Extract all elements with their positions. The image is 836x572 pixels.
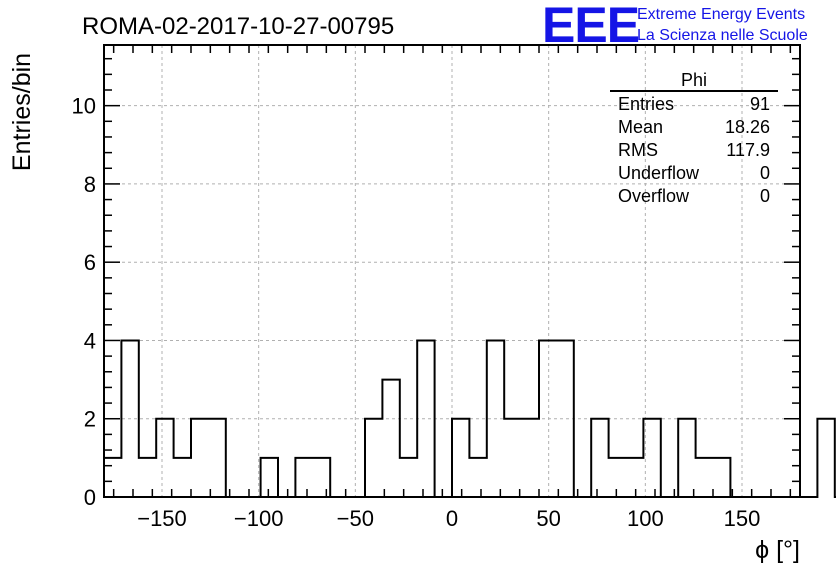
brand-logo: EEE Extreme Energy Events La Scienza nel… bbox=[542, 0, 808, 53]
eee-logo-text: EEE bbox=[542, 0, 639, 53]
x-tick-label: −150 bbox=[137, 506, 187, 531]
y-tick-label: 6 bbox=[84, 250, 96, 275]
y-tick-label: 10 bbox=[72, 94, 96, 119]
brand-line-1: Extreme Energy Events bbox=[637, 6, 805, 23]
x-tick-label: −50 bbox=[337, 506, 374, 531]
stats-value-overflow: 0 bbox=[760, 186, 770, 206]
stats-value-entries: 91 bbox=[750, 94, 770, 114]
stats-title: Phi bbox=[681, 70, 707, 90]
x-tick-label: 0 bbox=[446, 506, 458, 531]
brand-line-2: La Scienza nelle Scuole bbox=[637, 27, 808, 44]
stats-label-overflow: Overflow bbox=[618, 186, 690, 206]
chart-title: ROMA-02-2017-10-27-00795 bbox=[82, 13, 394, 40]
y-axis-title: Entries/bin bbox=[8, 53, 36, 171]
histogram-series-phi bbox=[103, 339, 836, 498]
y-tick-label: 4 bbox=[84, 328, 96, 353]
x-axis-title: ϕ [°] bbox=[755, 536, 800, 564]
x-tick-labels: −150 −100 −50 0 50 100 150 bbox=[137, 506, 760, 531]
y-tick-label: 8 bbox=[84, 172, 96, 197]
stats-box: Phi Entries 91 Mean 18.26 RMS 117.9 Unde… bbox=[610, 70, 778, 206]
y-tick-label: 0 bbox=[84, 485, 96, 510]
y-tick-label: 2 bbox=[84, 407, 96, 432]
stats-value-underflow: 0 bbox=[760, 163, 770, 183]
x-tick-label: 100 bbox=[627, 506, 664, 531]
stats-value-rms: 117.9 bbox=[726, 140, 770, 160]
x-tick-label: 50 bbox=[536, 506, 560, 531]
stats-label-mean: Mean bbox=[618, 117, 663, 137]
axis-ticks bbox=[104, 45, 800, 498]
plot-frame bbox=[103, 44, 801, 498]
stats-label-entries: Entries bbox=[618, 94, 674, 114]
x-tick-label: −100 bbox=[234, 506, 284, 531]
stats-label-underflow: Underflow bbox=[618, 163, 700, 183]
stats-label-rms: RMS bbox=[618, 140, 658, 160]
x-tick-label: 150 bbox=[724, 506, 761, 531]
stats-value-mean: 18.26 bbox=[725, 117, 770, 137]
y-tick-labels: 0 2 4 6 8 10 bbox=[72, 94, 96, 510]
